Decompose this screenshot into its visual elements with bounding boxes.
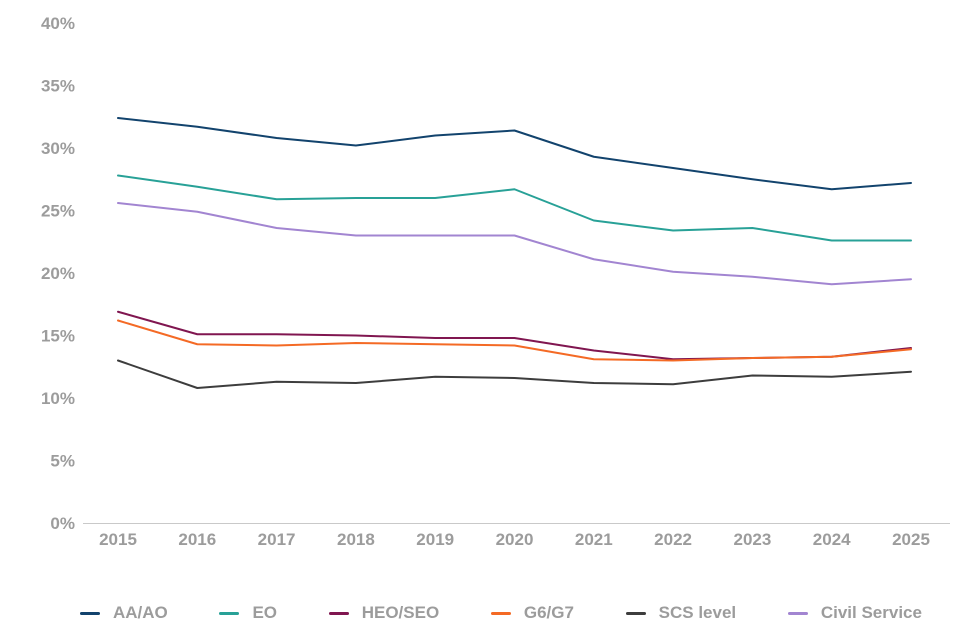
- y-axis-tick-label: 0%: [50, 514, 75, 533]
- legend-swatch-icon: [490, 611, 511, 615]
- series-line-g6-g7: [117, 319, 912, 362]
- legend-swatch-icon: [625, 611, 646, 615]
- legend-item-civil-service: Civil Service: [787, 603, 922, 623]
- x-axis-tick-label: 2018: [337, 530, 375, 549]
- x-axis-tick-label: 2025: [892, 530, 930, 549]
- legend-label: EO: [252, 603, 278, 622]
- legend-label: Civil Service: [820, 603, 922, 622]
- legend-label: HEO/SEO: [361, 603, 440, 622]
- legend-label: SCS level: [658, 603, 737, 622]
- x-axis-tick-label: 2017: [258, 530, 296, 549]
- x-axis-tick-label: 2022: [654, 530, 692, 549]
- y-axis-tick-label: 35%: [41, 77, 75, 96]
- legend-label: G6/G7: [523, 603, 574, 622]
- series-line-heo-seo: [117, 310, 912, 361]
- series-line-eo: [117, 174, 912, 242]
- legend-item-scs-level: SCS level: [625, 603, 737, 623]
- y-axis-tick-label: 40%: [41, 14, 75, 33]
- legend-item-eo: EO: [219, 603, 277, 623]
- y-axis-tick-label: 5%: [50, 452, 75, 471]
- y-axis-tick-label: 30%: [41, 139, 75, 158]
- x-axis-tick-label: 2015: [99, 530, 137, 549]
- y-axis-tick-label: 20%: [41, 264, 75, 283]
- y-axis-tick-label: 10%: [41, 389, 75, 408]
- series-line-scs-level: [117, 359, 912, 389]
- legend-swatch-icon: [787, 611, 808, 615]
- x-axis-tick-label: 2020: [496, 530, 534, 549]
- series-line-civil-service: [117, 202, 912, 286]
- legend-swatch-icon: [219, 611, 240, 615]
- y-axis-tick-label: 15%: [41, 327, 75, 346]
- legend-item-aa-ao: AA/AO: [80, 603, 168, 623]
- series-line-aa-ao: [117, 117, 912, 191]
- y-axis-tick-label: 25%: [41, 202, 75, 221]
- x-axis-tick-label: 2023: [733, 530, 771, 549]
- legend-swatch-icon: [80, 611, 100, 615]
- chart-legend: AA/AO EO HEO/SEO G6/G7 SCS level Civil Servic…: [80, 603, 922, 623]
- x-axis-tick-label: 2021: [575, 530, 613, 549]
- x-axis-tick-label: 2016: [178, 530, 216, 549]
- legend-item-g6-g7: G6/G7: [490, 603, 574, 623]
- legend-swatch-icon: [328, 611, 349, 615]
- legend-label: AA/AO: [113, 603, 168, 622]
- x-axis-tick-label: 2024: [813, 530, 851, 549]
- legend-item-heo-seo: HEO/SEO: [328, 603, 440, 623]
- x-axis-tick-label: 2019: [416, 530, 454, 549]
